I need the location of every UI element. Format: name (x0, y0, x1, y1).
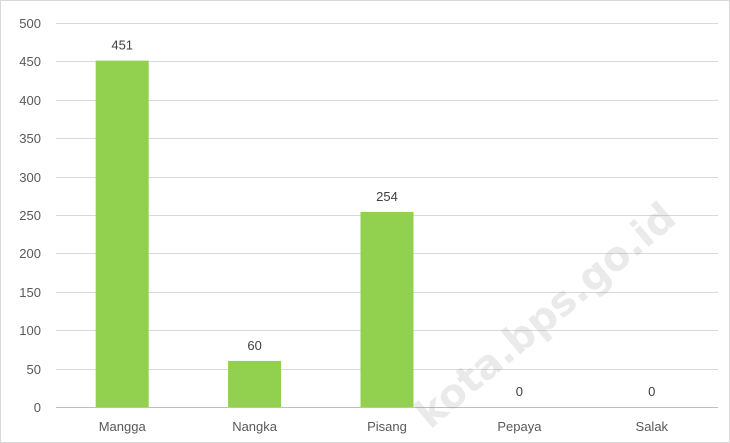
y-tick-label: 200 (19, 246, 41, 261)
x-tick-label-salak: Salak (636, 419, 669, 434)
watermark-text: kota.bps.go.id (407, 194, 685, 438)
data-labels: 451 60 254 0 0 (111, 38, 655, 399)
bar-mangga (95, 60, 149, 408)
y-tick-label: 100 (19, 323, 41, 338)
y-tick-label: 450 (19, 54, 41, 69)
data-label-pepaya: 0 (516, 384, 523, 399)
y-tick-label: 50 (27, 362, 41, 377)
grid-layer (56, 23, 718, 408)
y-tick-label: 150 (19, 285, 41, 300)
x-axis-ticks: Mangga Nangka Pisang Pepaya Salak (99, 419, 669, 434)
y-tick-label: 250 (19, 208, 41, 223)
x-tick-label-pepaya: Pepaya (497, 419, 542, 434)
data-label-nangka: 60 (247, 338, 261, 353)
x-tick-label-pisang: Pisang (367, 419, 407, 434)
y-tick-label: 350 (19, 131, 41, 146)
y-tick-label: 300 (19, 170, 41, 185)
y-tick-label: 500 (19, 16, 41, 31)
data-label-pisang: 254 (376, 189, 398, 204)
y-axis-ticks: 0 50 100 150 200 250 300 350 400 450 500 (19, 16, 41, 415)
y-tick-label: 400 (19, 93, 41, 108)
bar-nangka (228, 360, 282, 407)
bars (95, 60, 414, 408)
x-tick-label-mangga: Mangga (99, 419, 147, 434)
y-tick-label: 0 (34, 400, 41, 415)
data-label-mangga: 451 (111, 38, 133, 53)
bar-pisang (360, 211, 414, 407)
x-tick-label-nangka: Nangka (232, 419, 278, 434)
data-label-salak: 0 (648, 384, 655, 399)
